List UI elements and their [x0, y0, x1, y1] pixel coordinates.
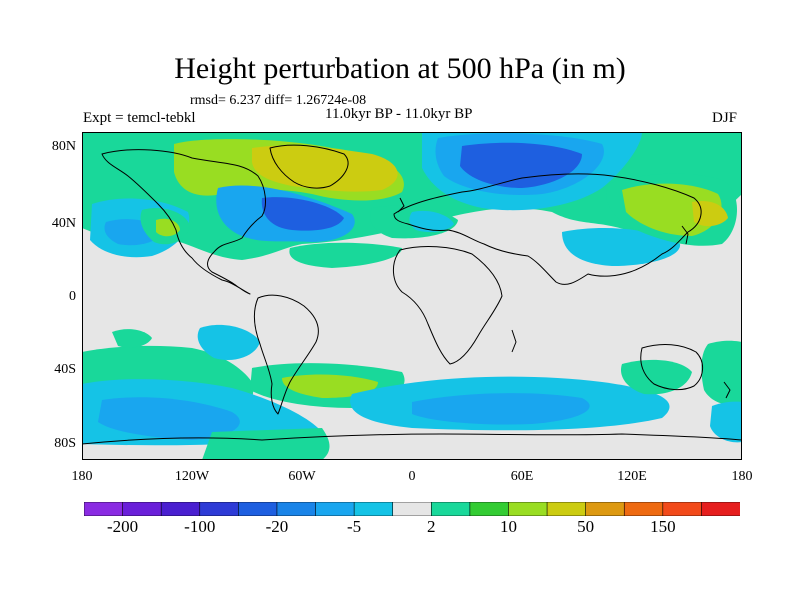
lon-label-180e: 180	[731, 469, 753, 484]
coast-madagascar	[511, 329, 517, 353]
coast-south-america	[253, 294, 319, 415]
colorbar-swatch	[546, 502, 587, 516]
map-frame	[82, 132, 742, 460]
lat-label-40n: 40N	[51, 216, 76, 231]
field-cyan-eastasia	[562, 228, 681, 266]
colorbar-swatch	[238, 502, 278, 516]
colorbar-tick-label: 2	[427, 517, 436, 536]
field-yellowgreen-s-atlantic	[282, 374, 378, 398]
colorbar-swatch	[392, 502, 433, 516]
chart-title: Height perturbation at 500 hPa (in m)	[174, 52, 626, 85]
colorbar-tick-label: 10	[499, 517, 517, 536]
field-cyan-tasman	[710, 401, 742, 443]
colorbar-tick-label: 150	[650, 517, 676, 536]
southern-fields	[82, 324, 742, 460]
field-green-naf	[289, 242, 402, 268]
northern-fields	[82, 132, 742, 268]
colorbar-swatch	[701, 502, 740, 516]
colorbar-tick-label: 50	[577, 517, 595, 536]
colorbar-swatch	[160, 502, 201, 516]
lon-label-60e: 60E	[510, 469, 534, 484]
colorbar-swatch	[353, 502, 394, 516]
coast-greenland	[269, 144, 349, 189]
colorbar-swatch	[84, 502, 124, 516]
field-lightblue-s-ocean	[412, 393, 590, 425]
lat-label-0: 0	[69, 289, 76, 304]
lat-label-80s: 80S	[54, 436, 76, 451]
colorbar-swatch	[122, 502, 162, 516]
lon-label-0: 0	[408, 469, 416, 484]
field-cyan-europe	[409, 210, 454, 232]
field-blue-atlantic	[261, 197, 344, 231]
colorbar	[84, 502, 740, 516]
coast-uk	[397, 197, 405, 213]
field-cyan-sepacific	[197, 324, 260, 361]
coast-eurasia	[393, 173, 702, 285]
lat-label-40s: 40S	[54, 362, 76, 377]
colorbar-swatch	[430, 502, 471, 516]
colorbar-swatch	[623, 502, 664, 516]
season-label: DJF	[712, 110, 738, 126]
field-green-sw-atlantic	[202, 428, 330, 460]
lon-label-120e: 120E	[617, 469, 647, 484]
field-blue-siberia	[460, 142, 582, 188]
field-gold-greenland	[252, 145, 398, 192]
lat-label-80n: 80N	[51, 139, 76, 154]
colorbar-tick-label: -100	[184, 517, 216, 536]
colorbar-swatch	[199, 502, 240, 516]
colorbar-tick-label: -200	[106, 517, 139, 536]
coast-antarctica	[82, 433, 742, 460]
lon-label-180w: 180	[71, 469, 93, 484]
field-green-sepacific	[112, 329, 152, 348]
colorbar-swatch	[662, 502, 703, 516]
coast-new-zealand	[723, 381, 731, 399]
lon-label-60w: 60W	[288, 469, 316, 484]
field-green-s-indian	[620, 359, 692, 395]
height-perturbation-map	[82, 132, 742, 460]
field-green-tasman	[701, 340, 742, 405]
period-label: 11.0kyr BP - 11.0kyr BP	[325, 106, 473, 122]
colorbar-swatch	[276, 502, 317, 516]
field-lightblue-s-pacific	[98, 397, 240, 440]
colorbar-tick-label: -20	[265, 517, 289, 536]
lon-label-120w: 120W	[174, 469, 210, 484]
stats-label: rmsd= 6.237 diff= 1.26724e-08	[190, 93, 367, 108]
coastlines	[82, 144, 742, 460]
colorbar-swatch	[469, 502, 510, 516]
colorbar-swatch	[585, 502, 626, 516]
field-yellowgreen-pacific-mid	[156, 218, 180, 237]
colorbar-swatch	[508, 502, 548, 516]
coast-japan	[681, 225, 689, 245]
experiment-label: Expt = temcl-tebkl	[83, 110, 196, 126]
coast-north-america	[101, 149, 266, 295]
colorbar-tick-label: -5	[347, 517, 362, 536]
coast-australia	[640, 344, 703, 391]
coast-africa	[393, 246, 503, 365]
colorbar-swatch	[315, 502, 355, 516]
